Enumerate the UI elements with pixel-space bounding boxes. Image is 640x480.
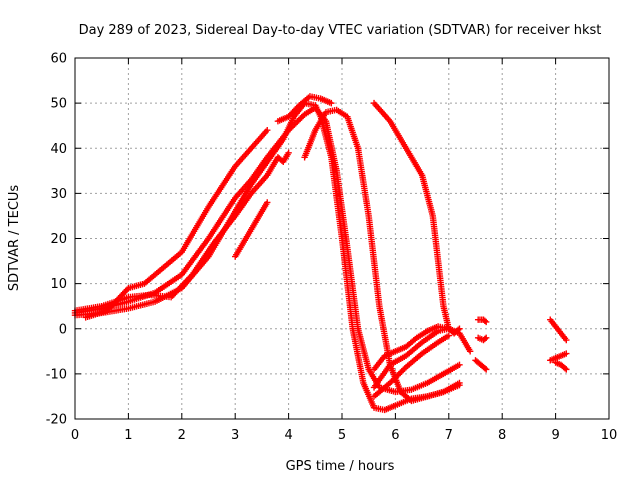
y-tick-label: 30 <box>50 187 67 202</box>
y-tick-label: -10 <box>46 367 67 382</box>
y-tick-label: 40 <box>50 142 67 157</box>
y-tick-label: -20 <box>46 413 67 428</box>
x-tick-label: 10 <box>601 428 618 443</box>
data-point <box>456 361 463 369</box>
series-track-15 <box>547 316 570 344</box>
data-point <box>481 317 489 325</box>
data-point <box>456 381 463 389</box>
data-point <box>563 350 570 357</box>
x-tick-label: 3 <box>231 428 239 443</box>
x-tick-label: 4 <box>284 428 292 443</box>
data-point <box>481 365 489 372</box>
data-point <box>482 366 490 373</box>
data-point <box>563 336 570 344</box>
series-track-4 <box>232 199 271 260</box>
x-tick-label: 0 <box>71 428 79 443</box>
data-point <box>328 99 335 107</box>
y-tick-label: 50 <box>50 97 67 112</box>
data-point <box>285 149 292 156</box>
series-track-7 <box>301 106 463 405</box>
data-point <box>481 335 489 343</box>
series-track-11 <box>370 323 452 373</box>
x-tick-label: 9 <box>551 428 559 443</box>
series-track-5 <box>82 127 271 321</box>
y-tick-label: 60 <box>50 52 67 67</box>
x-tick-label: 6 <box>391 428 399 443</box>
series-track-13 <box>474 334 490 344</box>
series-track-6 <box>274 93 335 125</box>
x-tick-label: 1 <box>124 428 132 443</box>
x-axis-label: GPS time / hours <box>286 459 395 474</box>
series-track-14 <box>472 357 490 373</box>
y-tick-label: 0 <box>59 322 67 337</box>
x-tick-label: 7 <box>445 428 453 443</box>
data-point <box>466 348 474 355</box>
data-point <box>445 325 452 332</box>
data-point <box>563 366 570 373</box>
data-point <box>482 318 490 326</box>
chart-title: Day 289 of 2023, Sidereal Day-to-day VTE… <box>79 23 602 38</box>
series-track-17 <box>552 359 570 373</box>
data-marks <box>71 93 570 414</box>
series-track-10 <box>370 332 452 400</box>
data-point <box>445 332 452 339</box>
data-point <box>561 365 569 372</box>
series-track-16 <box>547 350 570 364</box>
x-tick-label: 5 <box>338 428 346 443</box>
series-track-3 <box>71 149 292 314</box>
data-point <box>264 127 271 134</box>
y-axis-label: SDTVAR / TECUs <box>7 185 22 292</box>
series-track-9 <box>370 325 474 391</box>
x-tick-label: 8 <box>498 428 506 443</box>
x-tick-label: 2 <box>178 428 186 443</box>
series-track-12 <box>474 316 490 326</box>
y-tick-label: 20 <box>50 232 67 247</box>
y-tick-label: 10 <box>50 277 67 292</box>
data-point <box>482 334 490 341</box>
data-point <box>264 199 271 206</box>
axis-ticks: 0 1 2 3 4 5 6 7 8 9 10 -20 -10 0 10 20 30 40 50 60 <box>46 52 618 444</box>
series-track-2 <box>71 104 463 396</box>
